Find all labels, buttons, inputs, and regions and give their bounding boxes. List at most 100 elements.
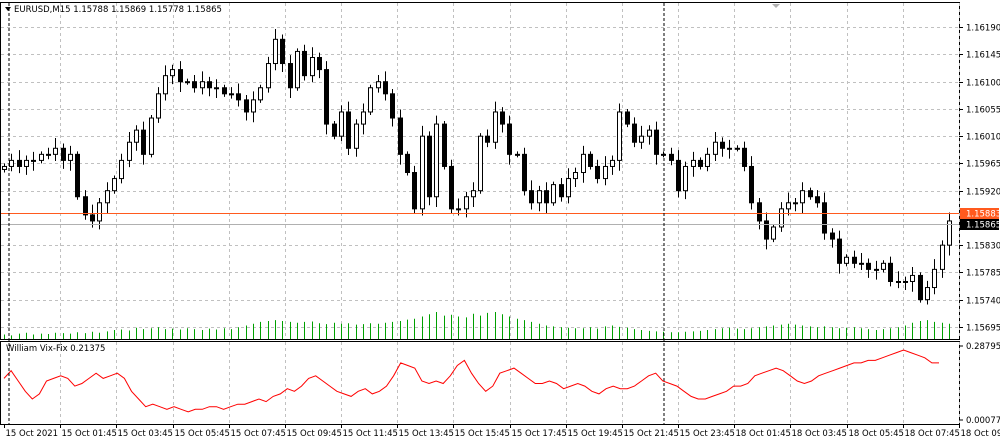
candle-body: [522, 153, 527, 192]
candle-body: [251, 99, 256, 113]
candle-body: [771, 226, 776, 240]
candle-body: [713, 141, 718, 155]
candle-body: [581, 153, 586, 174]
time-tick-label: 18 Oct 03:45: [792, 429, 847, 439]
candle-body: [603, 165, 608, 180]
candle-body: [229, 93, 234, 96]
time-tick-label: 15 Oct 05:45: [175, 429, 230, 439]
candle-body: [888, 262, 893, 282]
candle-body: [610, 159, 615, 167]
candle-body: [493, 111, 498, 143]
candle-body: [200, 81, 205, 89]
candle-body: [566, 178, 571, 198]
candle-body: [918, 274, 923, 301]
candle-body: [537, 190, 542, 204]
candle-body: [844, 256, 849, 264]
candle-body: [427, 135, 432, 198]
candle-body: [207, 81, 212, 89]
candle-body: [515, 153, 520, 156]
candle-body: [485, 135, 490, 143]
candle-body: [244, 99, 249, 113]
symbol-header: EURUSD,M15 1.15788 1.15869 1.15778 1.158…: [14, 5, 222, 15]
dropdown-triangle-icon[interactable]: [5, 7, 11, 11]
candle-body: [9, 159, 14, 167]
candle-body: [456, 208, 461, 211]
candle-body: [68, 153, 73, 161]
candle-body: [75, 153, 80, 198]
indicator-tick-label: 0.00077: [966, 416, 1000, 426]
candle-body: [258, 87, 263, 101]
time-tick-label: 15 Oct 11:45: [343, 429, 398, 439]
candle-body: [420, 135, 425, 210]
candle-body: [398, 117, 403, 155]
candle-body: [529, 190, 534, 204]
candle-body: [390, 93, 395, 119]
candle-body: [46, 153, 51, 156]
candle-body: [346, 111, 351, 149]
candle-body: [925, 287, 930, 301]
time-tick-label: 18 Oct 01:45: [736, 429, 791, 439]
volume-bars: [4, 312, 950, 339]
candle-body: [705, 153, 710, 167]
candle-body: [779, 208, 784, 228]
candle-body: [874, 268, 879, 271]
candle-body: [449, 165, 454, 210]
price-tick-label: 1.16055: [966, 106, 1000, 116]
candle-body: [830, 232, 835, 240]
time-tick-label: 18 Oct 09:45: [961, 429, 1000, 439]
candle-body: [156, 93, 161, 119]
candle-body: [896, 280, 901, 283]
candle-body: [881, 262, 886, 270]
price-tick-label: 1.15965: [966, 160, 1000, 170]
candle-body: [676, 159, 681, 192]
candle-body: [464, 196, 469, 210]
candle-body: [376, 81, 381, 89]
indicator-axis: 0.28795 0.00077: [959, 342, 1000, 426]
candle-body: [112, 178, 117, 192]
price-label-red: 1.15883: [966, 210, 1000, 220]
candle-body: [910, 274, 915, 282]
candle-body: [852, 256, 857, 264]
candle-body: [185, 81, 190, 84]
candle-body: [324, 69, 329, 125]
price-tick-label: 1.16100: [966, 79, 1000, 89]
candle-body: [822, 202, 827, 234]
candle-body: [236, 93, 241, 101]
candle-body: [647, 129, 652, 137]
candle-body: [90, 214, 95, 222]
time-tick-label: 18 Oct 05:45: [849, 429, 904, 439]
candle-body: [17, 159, 22, 167]
shift-marker-icon[interactable]: [772, 4, 780, 8]
candle-body: [551, 184, 556, 204]
candle-body: [742, 147, 747, 167]
time-tick-label: 18 Oct 07:45: [905, 429, 960, 439]
candle-body: [698, 159, 703, 167]
candle-body: [442, 123, 447, 167]
time-axis: 15 Oct 2021 15 Oct 01:45 15 Oct 03:45 15 Oc…: [4, 424, 1000, 439]
indicator-grid: [60, 342, 960, 424]
price-tick-label: 1.15830: [966, 242, 1000, 252]
candle-body: [192, 81, 197, 89]
time-tick-label: 15 Oct 03:45: [118, 429, 173, 439]
time-tick-label: 15 Oct 23:45: [680, 429, 735, 439]
price-tick-label: 1.15785: [966, 269, 1000, 279]
indicator-panel[interactable]: [0, 341, 960, 425]
candle-body: [214, 87, 219, 90]
candle-body: [317, 56, 322, 71]
candle-body: [654, 129, 659, 155]
candle-body: [903, 280, 908, 283]
price-tick-label: 1.15695: [966, 324, 1000, 334]
time-tick-label: 15 Oct 01:45: [62, 429, 117, 439]
candle-body: [163, 75, 168, 95]
price-tick-label: 1.16145: [966, 51, 1000, 61]
candle-body: [266, 63, 271, 89]
candle-body: [940, 244, 945, 270]
candle-body: [617, 111, 622, 161]
price-label-box: [960, 208, 999, 219]
price-label-gray: 1.15865: [966, 221, 1000, 231]
candle-body: [134, 129, 139, 143]
candle-body: [339, 111, 344, 137]
candle-body: [405, 153, 410, 174]
candlesticks: [2, 29, 952, 305]
